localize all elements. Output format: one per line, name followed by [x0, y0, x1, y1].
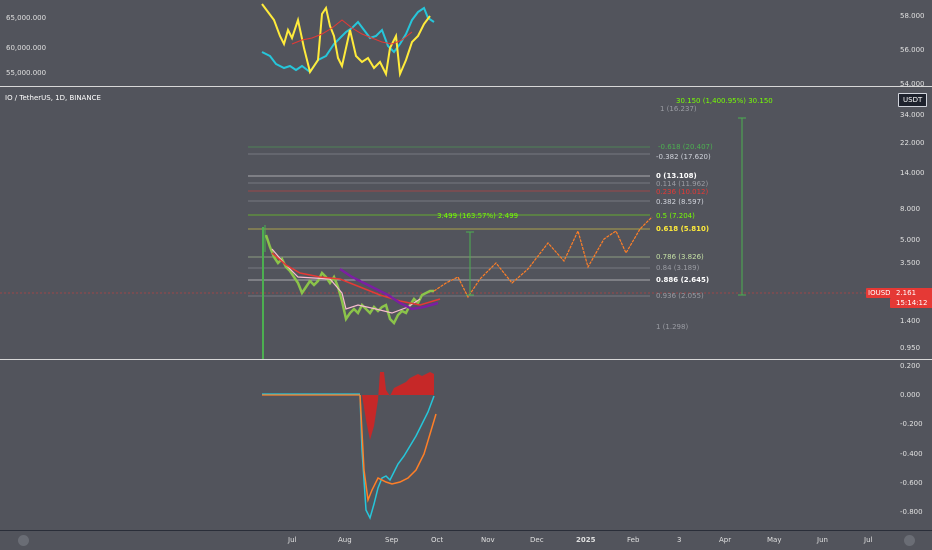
current-price-badge: 2.161	[890, 288, 932, 298]
time-axis-separator	[0, 530, 932, 531]
time-tick-aug: Aug	[338, 536, 352, 544]
top-right-label-1: 58.000	[900, 12, 925, 20]
top-right-label-3: 54.000	[900, 80, 925, 88]
scroll-right-icon[interactable]	[904, 535, 915, 546]
ma-red	[271, 252, 441, 306]
price-tick-8: 8.000	[900, 205, 921, 213]
time-tick-jul-2: Jul	[864, 536, 873, 544]
time-tick-nov: Nov	[481, 536, 495, 544]
oscillator-axis[interactable]: 0.200 0.000 -0.200 -0.400 -0.600 -0.800	[890, 360, 932, 530]
top-pane-lines	[261, 3, 435, 78]
osc-tick-1: 0.200	[900, 362, 921, 370]
fib-label-1-top: 1 (16.237)	[660, 105, 697, 113]
fib-label-0382: 0.382 (8.597)	[656, 198, 704, 206]
top-left-label-1: 65,000.000	[6, 14, 47, 22]
ma-purple	[339, 267, 439, 311]
osc-orange-line	[359, 394, 437, 503]
osc-tick-5: -0.600	[900, 479, 923, 487]
price-tick-34: 34.000	[900, 111, 925, 119]
osc-tick-2: 0.000	[900, 391, 921, 399]
fib-label-0936: 0.936 (2.055)	[656, 292, 704, 300]
top-pane[interactable]: 65,000.000 60,000.000 55,000.000	[0, 0, 890, 86]
main-pane[interactable]: IO / TetherUS, 1D, BINANCE	[0, 87, 897, 359]
time-tick-apr: Apr	[719, 536, 732, 544]
fib-label-1-bottom: 1 (1.298)	[656, 323, 689, 331]
price-tick-22: 22.000	[900, 139, 925, 147]
pane-separator-2	[0, 359, 932, 360]
fib-label-0886: 0.886 (2.645)	[656, 276, 710, 284]
fib-label-0236: 0.236 (10.012)	[656, 188, 709, 196]
projection-path	[433, 216, 653, 299]
osc-histogram	[362, 372, 434, 440]
time-tick-3: 3	[677, 536, 682, 544]
time-tick-sep: Sep	[385, 536, 399, 544]
currency-badge[interactable]: USDT	[898, 93, 928, 107]
fib-label-0114: 0.114 (11.962)	[656, 180, 709, 188]
price-candles-path	[264, 234, 434, 326]
top-price-axis[interactable]: 58.000 56.000 54.000	[890, 0, 932, 88]
time-axis[interactable]: Jul Aug Sep Oct Nov Dec 2025 Feb 3 Apr M…	[0, 531, 932, 550]
time-tick-dec: Dec	[530, 536, 544, 544]
symbol-title: IO / TetherUS, 1D, BINANCE	[5, 94, 101, 102]
price-tick-5: 5.000	[900, 236, 921, 244]
pane-separator-1	[0, 86, 932, 87]
countdown-badge: 15:14:12	[890, 298, 932, 308]
time-tick-feb: Feb	[627, 536, 640, 544]
measure-1-label: 3.499 (163.57%) 2.499	[437, 212, 519, 220]
main-price-axis[interactable]: USDT 34.000 22.000 14.000 8.000 5.000 3.…	[890, 87, 932, 359]
ticker-badge: IOUSDT	[866, 288, 897, 298]
osc-cyan-line	[359, 394, 435, 521]
price-tick-14b: 1.400	[900, 317, 921, 325]
time-tick-2025: 2025	[576, 536, 596, 544]
main-chart-drawing	[0, 117, 890, 359]
top-cyan-line	[261, 6, 435, 74]
oscillator-pane[interactable]	[0, 360, 890, 530]
fib-label-neg0382: -0.382 (17.620)	[656, 153, 711, 161]
fib-label-084: 0.84 (3.189)	[656, 264, 700, 272]
osc-tick-4: -0.400	[900, 450, 923, 458]
top-right-label-2: 56.000	[900, 46, 925, 54]
time-tick-jul: Jul	[288, 536, 297, 544]
oscillator-drawing	[262, 372, 437, 521]
price-candles-bear	[271, 248, 421, 314]
fib-label-neg0618: -0.618 (20.407)	[658, 143, 713, 151]
fib-label-0: 0 (13.108)	[656, 172, 697, 180]
time-tick-may: May	[767, 536, 782, 544]
fib-label-0618: 0.618 (5.810)	[656, 225, 710, 233]
settings-gear-icon[interactable]	[18, 535, 29, 546]
top-red-line	[291, 19, 413, 45]
top-left-label-2: 60,000.000	[6, 44, 47, 52]
fib-label-05: 0.5 (7.204)	[656, 212, 695, 220]
fib-label-0786: 0.786 (3.826)	[656, 253, 704, 261]
time-tick-jun: Jun	[817, 536, 828, 544]
price-tick-35: 3.500	[900, 259, 921, 267]
price-tick-14: 14.000	[900, 169, 925, 177]
price-tick-095: 0.950	[900, 344, 921, 352]
osc-tick-3: -0.200	[900, 420, 923, 428]
time-tick-oct: Oct	[431, 536, 444, 544]
osc-tick-6: -0.800	[900, 508, 923, 516]
top-left-label-3: 55,000.000	[6, 69, 47, 77]
measure-2-label: 30.150 (1,400.95%) 30.150	[676, 97, 773, 105]
top-yellow-line	[261, 3, 431, 78]
